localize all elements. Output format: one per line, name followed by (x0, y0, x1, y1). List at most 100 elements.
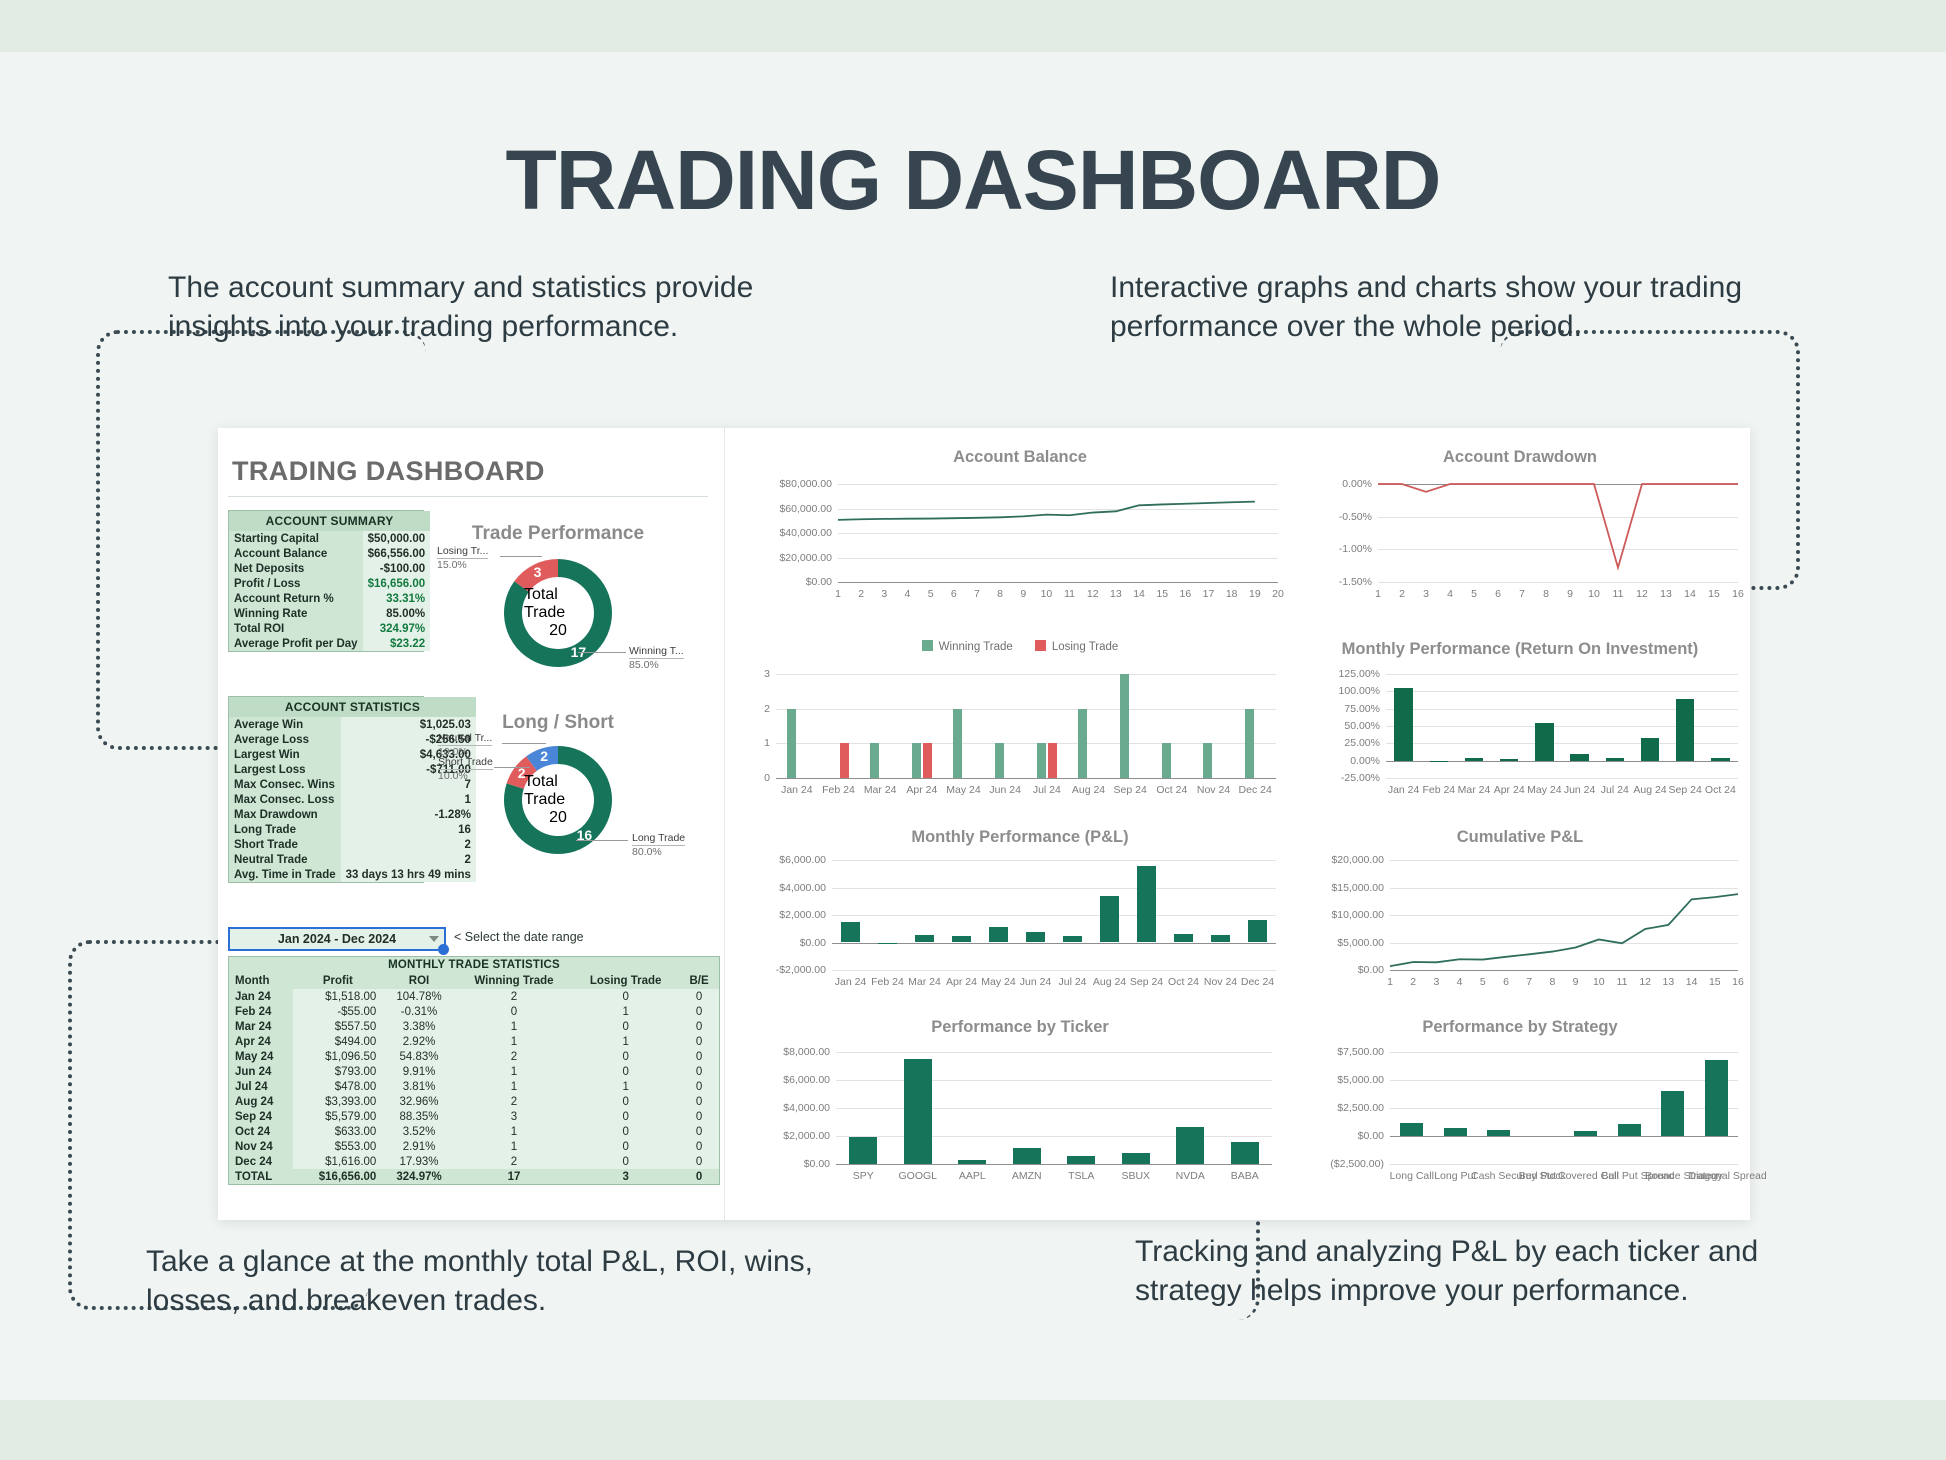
performance-by-strategy-bar-4[interactable] (1574, 1130, 1598, 1136)
monthly-roi-bar-3[interactable] (1500, 758, 1519, 761)
performance-by-strategy-bar-2[interactable] (1487, 1130, 1511, 1136)
monthly-roi-bar-1[interactable] (1429, 760, 1448, 762)
monthly-roi-bar-0[interactable] (1394, 688, 1413, 761)
monthly-roi-xtick-8: Sep 24 (1668, 784, 1702, 796)
trade-performance-leader-0 (578, 652, 626, 653)
monthly-pnl-bar-5[interactable] (1025, 931, 1046, 943)
performance-by-strategy-plot: ($2,500.00) $0.00 $2,500.00 $5,000.00 $7,500… (1330, 1046, 1766, 1182)
monthly-pnl-bar-0[interactable] (840, 921, 861, 943)
stat-label-6: Max Drawdown (229, 807, 341, 822)
monthly-roi-bar-8[interactable] (1676, 699, 1695, 761)
monthly-roi-bar-2[interactable] (1464, 758, 1484, 761)
performance-by-strategy-bar-5[interactable] (1617, 1123, 1641, 1136)
monthly-roi-bar-4[interactable] (1535, 722, 1554, 761)
win-loss-by-month-bar-0-s0[interactable] (786, 708, 796, 778)
monthly-total-row: TOTAL $16,656.00 324.97% 17 3 0 (229, 1169, 719, 1184)
long-short-slice-0[interactable] (504, 746, 612, 854)
monthly-roi-bar-5[interactable] (1570, 753, 1589, 761)
monthly-pnl-xtick-5: Jun 24 (1019, 976, 1052, 988)
monthly-cell: 54.83% (399, 1050, 439, 1063)
chevron-down-icon[interactable] (429, 936, 439, 942)
monthly-roi-title: Monthly Performance (Return On Investmen… (1341, 640, 1699, 658)
win-loss-by-month-bar-3-s1[interactable] (922, 743, 932, 778)
monthly-pnl-bar-7[interactable] (1099, 895, 1120, 943)
performance-by-strategy-bar-6[interactable] (1661, 1090, 1685, 1136)
win-loss-by-month-bar-11-s0[interactable] (1245, 708, 1255, 778)
account-drawdown-chart: Account Drawdown -1.50% -1.00% -0.50% 0.00% 1… (1300, 448, 1744, 618)
performance-by-ticker-bar-4[interactable] (1067, 1155, 1096, 1164)
callout-top-left: The account summary and statistics provi… (168, 271, 754, 343)
performance-by-ticker-gridline-2 (836, 1108, 1272, 1109)
monthly-cell: Sep 24 (229, 1109, 294, 1124)
date-range-handle[interactable] (438, 944, 449, 955)
monthly-pnl-bar-4[interactable] (988, 927, 1009, 943)
monthly-roi-bar-7[interactable] (1640, 737, 1660, 761)
performance-by-ticker-xtick-0: SPY (852, 1170, 874, 1182)
win-loss-by-month-axis (776, 778, 1276, 780)
monthly-pnl-bar-10[interactable] (1210, 934, 1231, 943)
long-short-center: Total Trade 20 (524, 766, 592, 834)
performance-by-ticker-ytick-3: $6,000.00 (783, 1074, 830, 1086)
performance-by-strategy-bar-0[interactable] (1400, 1122, 1424, 1136)
long-short-leader-1 (494, 767, 530, 768)
monthly-cell: 3.52% (402, 1125, 436, 1138)
monthly-pnl-bar-11[interactable] (1247, 920, 1268, 943)
long-short-slice-1[interactable] (506, 756, 537, 789)
table-row: Jan 24 $1,518.00 104.78% 2 0 0 (229, 989, 719, 1004)
trade-performance-slice-0[interactable] (504, 559, 612, 667)
monthly-pnl-bar-2[interactable] (914, 934, 935, 943)
win-loss-by-month-bar-3-s0[interactable] (911, 743, 921, 778)
long-short-slice-2[interactable] (526, 746, 558, 771)
monthly-cell: $478.00 (334, 1080, 377, 1093)
monthly-cell: 2.91% (402, 1140, 436, 1153)
cumulative-pnl-gridline-3 (1390, 887, 1738, 889)
account-drawdown-xtick-1: 2 (1399, 588, 1405, 600)
win-loss-by-month-legend-item-1[interactable]: Losing Trade (1034, 640, 1118, 653)
trade-performance-slice-1[interactable] (514, 559, 558, 592)
monthly-cell: $557.50 (334, 1020, 377, 1033)
performance-by-ticker-bar-2[interactable] (958, 1160, 987, 1164)
performance-by-ticker-bar-1[interactable] (903, 1058, 932, 1164)
monthly-roi-bar-6[interactable] (1605, 758, 1624, 761)
monthly-pnl-bar-6[interactable] (1062, 935, 1083, 943)
performance-by-strategy-gridline-1 (1390, 1136, 1738, 1138)
performance-by-ticker-bar-6[interactable] (1176, 1127, 1205, 1164)
account-balance-xtick-9: 10 (1040, 588, 1053, 600)
monthly-pnl-bar-9[interactable] (1173, 933, 1194, 943)
monthly-pnl-bar-1[interactable] (877, 942, 898, 944)
monthly-cell: 0 (695, 1095, 703, 1108)
win-loss-by-month-bar-10-s0[interactable] (1203, 743, 1213, 778)
win-loss-by-month-bar-9-s0[interactable] (1161, 743, 1171, 778)
date-range-select[interactable]: Jan 2024 - Dec 2024 (228, 927, 446, 951)
win-loss-by-month-bar-8-s0[interactable] (1120, 674, 1130, 778)
win-loss-by-month-bar-6-s1[interactable] (1047, 743, 1057, 778)
performance-by-strategy-bar-7[interactable] (1704, 1060, 1728, 1136)
win-loss-by-month-bar-7-s0[interactable] (1078, 708, 1088, 778)
trade-performance-slice-value-1: 3 (533, 563, 542, 580)
win-loss-by-month-bar-4-s0[interactable] (953, 708, 963, 778)
win-loss-by-month-bar-6-s0[interactable] (1036, 743, 1046, 778)
performance-by-strategy-bar-1[interactable] (1443, 1127, 1467, 1136)
win-loss-by-month-bar-5-s0[interactable] (995, 743, 1005, 778)
win-loss-by-month-bar-1-s1[interactable] (839, 743, 849, 778)
performance-by-ticker-bar-7[interactable] (1230, 1141, 1259, 1164)
performance-by-ticker-bar-3[interactable] (1012, 1147, 1041, 1164)
table-row: Starting Capital $50,000.00 (229, 531, 431, 546)
performance-by-ticker-bar-5[interactable] (1121, 1153, 1150, 1164)
monthly-roi-bar-9[interactable] (1711, 758, 1730, 761)
account-balance-plot: $0.00 $20,000.00 $40,000.00 $60,000.00 $80,0… (779, 478, 1283, 600)
monthly-cell: Jul 24 (229, 1079, 294, 1094)
monthly-pnl-xtick-7: Aug 24 (1092, 976, 1127, 988)
trade-performance-legend-pct-0: 85.0% (629, 659, 659, 672)
monthly-pnl-gridline-2 (832, 915, 1276, 916)
performance-by-ticker-bar-0[interactable] (849, 1137, 878, 1164)
monthly-pnl-bar-3[interactable] (951, 935, 972, 943)
monthly-pnl-bar-8[interactable] (1136, 865, 1157, 943)
win-loss-by-month-bar-2-s0[interactable] (870, 743, 880, 778)
win-loss-by-month-legend-item-0[interactable]: Winning Trade (921, 640, 1013, 653)
monthly-cell: Mar 24 (229, 1019, 294, 1034)
account-drawdown-xtick-11: 12 (1636, 588, 1648, 600)
trade-performance-legend-0: Winning T... 85.0% (629, 645, 684, 672)
cumulative-pnl-axis (1390, 970, 1738, 972)
performance-by-strategy-xtick-1: Long Put (1434, 1170, 1477, 1182)
